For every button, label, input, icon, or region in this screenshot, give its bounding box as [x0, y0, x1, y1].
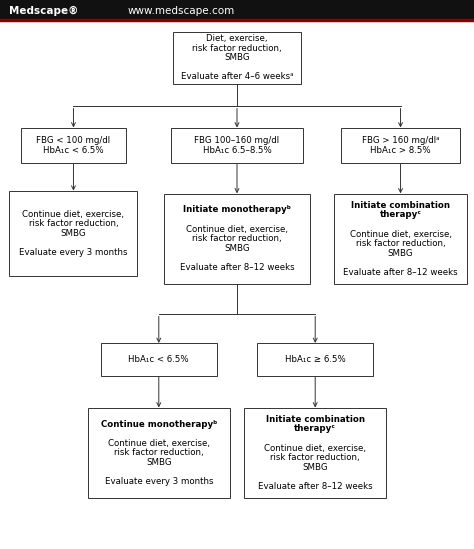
Text: Evaluate after 8–12 weeks: Evaluate after 8–12 weeks [258, 482, 373, 491]
FancyBboxPatch shape [171, 127, 303, 164]
Text: SMBG: SMBG [302, 463, 328, 472]
Text: Evaluate after 8–12 weeks: Evaluate after 8–12 weeks [343, 268, 458, 277]
Text: SMBG: SMBG [146, 458, 172, 467]
Text: SMBG: SMBG [388, 249, 413, 257]
FancyBboxPatch shape [257, 343, 374, 376]
Text: risk factor reduction,: risk factor reduction, [28, 219, 118, 228]
Text: Continue diet, exercise,: Continue diet, exercise, [264, 444, 366, 452]
Text: Diet, exercise,: Diet, exercise, [206, 34, 268, 43]
Text: Initiate monotherapyᵇ: Initiate monotherapyᵇ [183, 205, 291, 215]
Text: FBG > 160 mg/dlᵃ: FBG > 160 mg/dlᵃ [362, 136, 439, 145]
FancyBboxPatch shape [173, 31, 301, 83]
Text: risk factor reduction,: risk factor reduction, [114, 449, 204, 457]
Text: Continue monotherapyᵇ: Continue monotherapyᵇ [100, 419, 217, 429]
Text: Evaluate every 3 months: Evaluate every 3 months [105, 477, 213, 486]
Text: risk factor reduction,: risk factor reduction, [192, 43, 282, 53]
FancyBboxPatch shape [341, 127, 460, 164]
Text: HbA₁c 6.5–8.5%: HbA₁c 6.5–8.5% [202, 146, 272, 155]
Text: SMBG: SMBG [61, 229, 86, 238]
Text: HbA₁c > 8.5%: HbA₁c > 8.5% [370, 146, 431, 155]
Text: Continue diet, exercise,: Continue diet, exercise, [22, 210, 125, 219]
Bar [0, 0, 474, 22]
Text: Evaluate after 8–12 weeks: Evaluate after 8–12 weeks [180, 263, 294, 272]
Text: Medscape®: Medscape® [9, 6, 79, 16]
Text: FBG < 100 mg/dl: FBG < 100 mg/dl [36, 136, 110, 145]
FancyBboxPatch shape [9, 191, 137, 276]
Text: Evaluate every 3 months: Evaluate every 3 months [19, 248, 128, 257]
Text: Continue diet, exercise,: Continue diet, exercise, [349, 229, 452, 238]
Text: SMBG: SMBG [224, 244, 250, 253]
Text: risk factor reduction,: risk factor reduction, [356, 239, 446, 248]
Text: HbA₁c < 6.5%: HbA₁c < 6.5% [43, 146, 104, 155]
Text: www.medscape.com: www.medscape.com [128, 6, 235, 16]
FancyBboxPatch shape [100, 343, 217, 376]
Text: SMBG: SMBG [224, 53, 250, 62]
Text: risk factor reduction,: risk factor reduction, [192, 234, 282, 243]
Text: Continue diet, exercise,: Continue diet, exercise, [186, 225, 288, 234]
Text: HbA₁c < 6.5%: HbA₁c < 6.5% [128, 355, 189, 364]
Text: HbA₁c ≥ 6.5%: HbA₁c ≥ 6.5% [285, 355, 346, 364]
FancyBboxPatch shape [88, 407, 230, 498]
Text: Initiate combination: Initiate combination [351, 201, 450, 210]
Text: FBG 100–160 mg/dl: FBG 100–160 mg/dl [194, 136, 280, 145]
Text: Initiate combination: Initiate combination [266, 415, 365, 424]
Text: risk factor reduction,: risk factor reduction, [270, 453, 360, 462]
FancyBboxPatch shape [334, 194, 467, 284]
Text: therapyᶜ: therapyᶜ [380, 210, 421, 219]
Text: Continue diet, exercise,: Continue diet, exercise, [108, 439, 210, 448]
FancyBboxPatch shape [21, 127, 126, 164]
FancyBboxPatch shape [164, 194, 310, 284]
Text: therapyᶜ: therapyᶜ [294, 424, 336, 433]
FancyBboxPatch shape [244, 407, 386, 498]
Text: Evaluate after 4–6 weeksᵃ: Evaluate after 4–6 weeksᵃ [181, 72, 293, 81]
